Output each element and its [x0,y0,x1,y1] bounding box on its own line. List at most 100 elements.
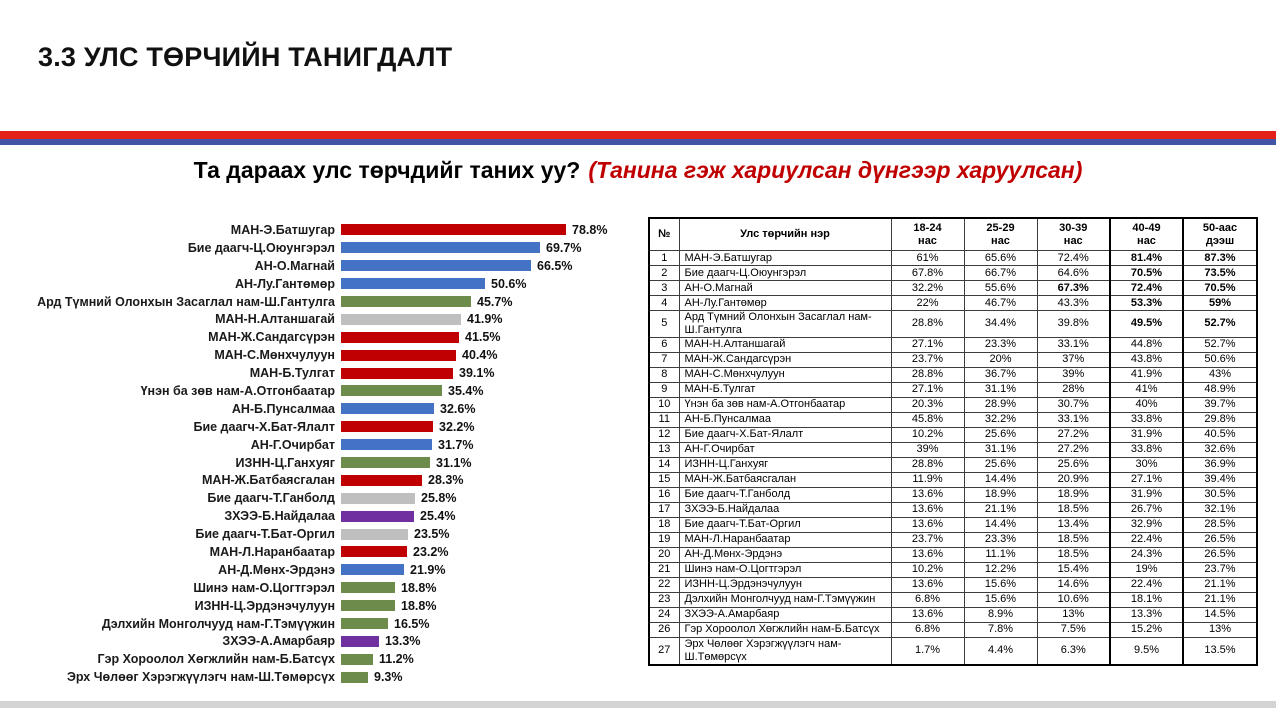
age-value-cell: 32.6% [1182,441,1258,458]
bar-row: Эрх Чөлөөг Хэрэгжүүлэгч нам-Ш.Төмөрсүх 9.… [28,668,638,686]
age-value-cell: 45.8% [890,411,965,428]
age-value-cell: 32.2% [963,411,1038,428]
age-value-cell: 10.2% [890,561,965,578]
bar-value-label: 69.7% [546,240,582,255]
bar-track: 23.2% [341,544,449,559]
age-value-cell: 39.4% [1182,471,1258,488]
bar [341,671,368,683]
bar-category-label: Үнэн ба зөв нам-А.Отгонбаатар [140,383,335,398]
age-value-cell: 32.9% [1109,516,1184,533]
bar-value-label: 50.6% [491,276,527,291]
table-row: 2 Бие даагч-Ц.Оюунгэрэл 67.8% 66.7% 64.6% 70.… [648,265,1258,281]
age-value-cell: 18.5% [1036,501,1111,518]
age-value-cell: 14.4% [963,516,1038,533]
politician-name-cell: МАН-Ж.Сандагсүрэн [678,351,892,368]
age-value-cell: 15.2% [1109,621,1184,638]
row-number-cell: 27 [648,636,680,666]
age-value-cell: 67.3% [1036,280,1111,296]
bar-category-label: МАН-Н.Алтаншагай [215,312,335,327]
bar-row: Бие даагч-Т.Ганболд 25.8% [28,489,638,507]
age-value-cell: 49.5% [1109,310,1184,338]
bar-value-label: 16.5% [394,616,430,631]
bar-value-label: 13.3% [385,634,421,649]
bar-value-label: 25.4% [420,509,456,524]
bar-row: МАН-Ж.Батбаясгалан 28.3% [28,471,638,489]
bar-value-label: 31.7% [438,437,474,452]
age-value-cell: 10.2% [890,426,965,443]
page-title: 3.3 УЛС ТӨРЧИЙН ТАНИГДАЛТ [38,42,453,72]
bar-track: 66.5% [341,258,573,273]
age-value-cell: 87.3% [1182,250,1258,266]
politician-name-cell: Ард Түмний Олонхын Засаглал нам-Ш.Гантул… [678,310,892,338]
age-value-cell: 50.6% [1182,351,1258,368]
table-row: 23 Дэлхийн Монголчууд нам-Г.Тэмүүжин 6.8% 1… [648,591,1258,608]
age-value-cell: 46.7% [963,295,1038,311]
age-value-cell: 33.8% [1109,441,1184,458]
bar-track: 39.1% [341,366,494,380]
question-note: (Танина гэж хариулсан дүнгээр харуулсан) [588,157,1083,183]
bar-value-label: 21.9% [410,562,446,577]
table-row: 11 АН-Б.Пунсалмаа 45.8% 32.2% 33.1% 33.8% 29.8… [648,411,1258,428]
table-header-cell: 30-39 нас [1036,217,1111,251]
table-header-cell: Улс төрчийн нэр [678,217,892,251]
chart-question: Та дараах улс төрчдийг таних уу? (Танина … [0,157,1276,184]
age-value-cell: 39.7% [1182,396,1258,413]
age-value-cell: 70.5% [1109,265,1184,281]
age-value-cell: 22% [890,295,965,311]
age-value-cell: 6.3% [1036,636,1111,666]
row-number-cell: 21 [648,561,680,578]
bar [341,367,453,379]
row-number-cell: 19 [648,531,680,548]
bar-row: Гэр Хороолол Хөгжлийн нам-Б.Батсүх 11.2% [28,650,638,668]
age-value-cell: 41% [1109,381,1184,398]
age-value-cell: 33.1% [1036,336,1111,353]
bar-track: 18.8% [341,599,436,613]
age-value-cell: 6.8% [890,621,965,638]
bar-row: МАН-Н.Алтаншагай 41.9% [28,310,638,328]
age-value-cell: 39% [1036,366,1111,383]
age-value-cell: 18.9% [1036,486,1111,503]
age-value-cell: 23.7% [890,351,965,368]
table-row: 19 МАН-Л.Наранбаатар 23.7% 23.3% 18.5% 22.4% 2… [648,531,1258,548]
age-value-cell: 26.7% [1109,501,1184,518]
bar-row: Үнэн ба зөв нам-А.Отгонбаатар 35.4% [28,382,638,400]
bar-category-label: МАН-Б.Тулгат [249,366,335,381]
age-value-cell: 66.7% [963,265,1038,281]
bar-category-label: ЗХЭЭ-Б.Найдалаа [224,509,335,524]
age-value-cell: 29.8% [1182,411,1258,428]
bar-row: МАН-Л.Наранбаатар 23.2% [28,543,638,561]
politician-name-cell: МАН-С.Мөнхчулуун [678,366,892,383]
age-value-cell: 23.7% [1182,561,1258,578]
table-header-cell: 50-аас дээш [1182,217,1258,251]
age-value-cell: 31.1% [963,381,1038,398]
bar [341,421,433,433]
bar-value-label: 23.5% [414,527,450,542]
row-number-cell: 17 [648,501,680,518]
age-value-cell: 14.6% [1036,576,1111,593]
age-table-head: № Улс төрчийн нэр 18-24 нас 25-29 нас 30-39 … [648,217,1258,251]
bar-value-label: 40.4% [462,348,498,363]
table-header-row: № Улс төрчийн нэр 18-24 нас 25-29 нас 30-39 … [648,217,1258,251]
bar-track: 45.7% [341,295,512,309]
age-value-cell: 31.9% [1109,486,1184,503]
age-value-cell: 25.6% [963,426,1038,443]
table-row: 8 МАН-С.Мөнхчулуун 28.8% 36.7% 39% 41.9% 43% [648,366,1258,383]
bar-category-label: Гэр Хороолол Хөгжлийн нам-Б.Батсүх [97,652,335,667]
bar-value-label: 66.5% [537,258,573,273]
bar [341,313,461,325]
bar-row: МАН-Б.Тулгат 39.1% [28,364,638,382]
age-value-cell: 25.6% [963,456,1038,473]
bar-value-label: 23.2% [413,544,449,559]
age-value-cell: 34.4% [963,310,1038,338]
politician-name-cell: Бие даагч-Т.Бат-Оргил [678,516,892,533]
table-row: 10 Үнэн ба зөв нам-А.Отгонбаатар 20.3% 28.9… [648,396,1258,413]
table-header-cell: 18-24 нас [890,217,965,251]
bar [341,296,471,307]
bar [341,331,459,343]
bar-track: 23.5% [341,527,450,542]
age-value-cell: 7.5% [1036,621,1111,638]
age-value-cell: 41.9% [1109,366,1184,383]
table-row: 5 Ард Түмний Олонхын Засаглал нам-Ш.Ганту… [648,310,1258,338]
bar-track: 16.5% [341,616,430,631]
bar-row: АН-Г.Очирбат 31.7% [28,436,638,454]
